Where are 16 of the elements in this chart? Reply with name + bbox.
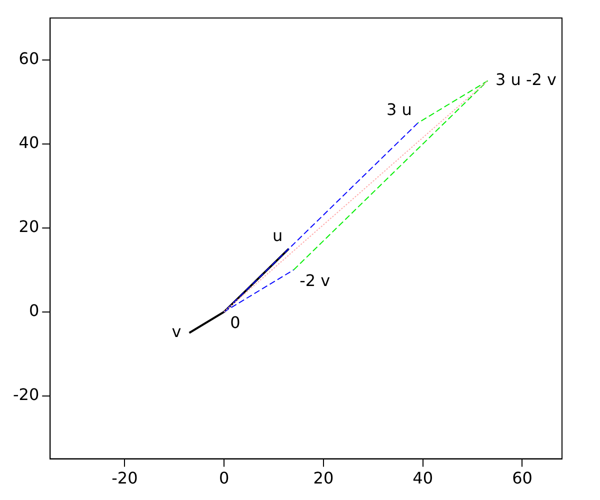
y-tick-label: 60 [18,49,40,68]
annotation: 3 u [386,100,412,120]
x-tick-label: 0 [218,468,230,488]
annotation: 3 u -2 v [495,70,556,90]
y-tick-label: 20 [18,217,40,236]
y-tick-label: -20 [12,384,40,404]
y-tick-label: 0 [28,301,40,320]
x-tick-label: 60 [512,468,532,488]
annotation: 0 [230,313,240,332]
annotation: u [272,226,283,246]
y-tick-label: 40 [18,133,40,152]
x-tick-label: -20 [112,468,138,488]
x-tick-label: 20 [313,468,334,488]
x-tick-label: 40 [412,468,434,488]
annotation: -2 v [300,271,330,290]
annotation: v [172,322,182,342]
